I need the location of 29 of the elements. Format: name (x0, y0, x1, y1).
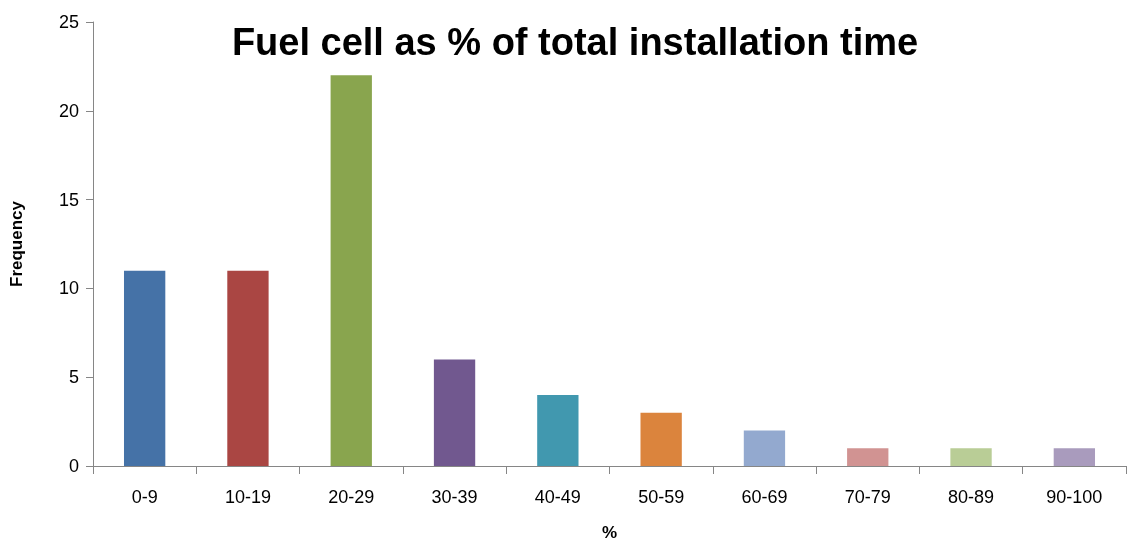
y-tick-label: 5 (68, 367, 79, 388)
bar (330, 75, 372, 466)
bar (743, 430, 786, 466)
x-tick-label: 80-89 (948, 487, 995, 507)
bar (1053, 448, 1096, 466)
x-tick-label: 50-59 (638, 487, 685, 507)
x-tick-label: 70-79 (844, 487, 891, 507)
bar (537, 394, 579, 466)
x-tick-label: 40-49 (534, 487, 581, 507)
y-tick-label: 10 (58, 278, 79, 299)
bar (433, 359, 476, 466)
bar (950, 448, 992, 466)
chart-title: Fuel cell as % of total installation time (231, 21, 919, 63)
x-tick-label: 20-29 (328, 487, 375, 507)
bar (847, 448, 889, 466)
y-tick-label: 15 (58, 189, 79, 210)
y-tick-label: 20 (58, 100, 79, 121)
x-tick-label: 0-9 (131, 487, 158, 507)
x-tick-label: 90-100 (1046, 487, 1103, 507)
y-tick-label: 0 (68, 456, 79, 476)
bar (227, 270, 269, 466)
bar (640, 412, 682, 466)
y-axis-title: Frequency (7, 200, 26, 287)
x-tick-label: 30-39 (431, 487, 478, 507)
x-axis-title: % (601, 523, 618, 542)
bar (123, 270, 166, 466)
y-tick-label: 25 (58, 12, 79, 32)
x-tick-label: 10-19 (224, 487, 271, 507)
x-tick-label: 60-69 (741, 487, 788, 507)
